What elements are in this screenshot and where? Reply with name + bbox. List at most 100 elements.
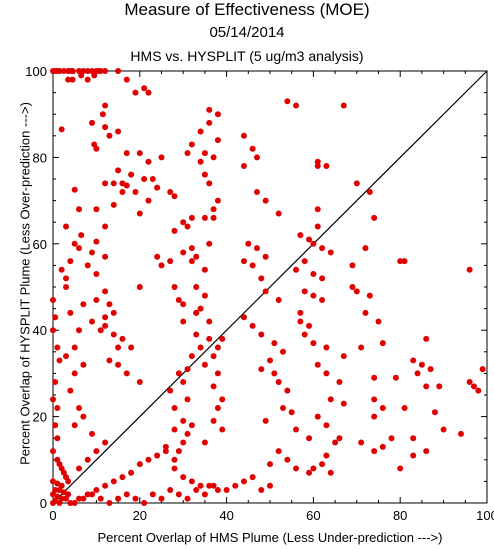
data-point (67, 500, 74, 506)
data-point (297, 232, 304, 239)
y-tick-label: 20 (33, 410, 47, 425)
data-point (193, 284, 200, 290)
data-point (401, 258, 408, 265)
data-point (63, 275, 70, 282)
data-point (314, 163, 321, 170)
data-point (180, 249, 187, 256)
data-point (180, 318, 187, 325)
data-point (171, 465, 178, 472)
data-point (353, 180, 360, 187)
data-point (423, 383, 430, 390)
data-point (145, 456, 152, 463)
data-point (175, 448, 182, 455)
data-point (123, 491, 130, 498)
data-point (63, 284, 70, 290)
data-point (214, 404, 221, 411)
x-tick-label: 100 (476, 508, 494, 523)
data-point (115, 344, 122, 351)
data-point (93, 448, 100, 455)
data-point (102, 102, 109, 109)
data-point (197, 344, 204, 351)
x-tick-label: 80 (393, 508, 407, 523)
data-point (271, 370, 278, 377)
data-point (180, 379, 187, 386)
data-point (280, 404, 287, 411)
data-point (319, 275, 326, 282)
data-point (171, 456, 178, 463)
data-point (366, 188, 373, 195)
data-point (93, 487, 100, 494)
data-point (84, 456, 91, 463)
data-point (84, 76, 91, 83)
data-point (210, 206, 217, 213)
data-point (214, 197, 221, 204)
data-point (188, 245, 195, 252)
data-point (214, 370, 221, 377)
data-point (89, 249, 96, 256)
data-point (466, 266, 473, 273)
data-point (106, 500, 113, 506)
data-point (123, 182, 130, 189)
data-point (240, 478, 247, 485)
data-point (71, 422, 78, 429)
data-point (50, 500, 56, 506)
data-point (214, 111, 221, 118)
data-point (119, 474, 126, 481)
data-point (197, 305, 204, 312)
data-point (110, 331, 117, 338)
data-point (258, 275, 265, 282)
data-point (340, 400, 347, 407)
data-point (119, 335, 126, 342)
data-point (249, 322, 256, 329)
data-point (310, 340, 317, 347)
x-axis-label: Percent Overlap of HMS Plume (Less Under… (97, 530, 443, 545)
data-point (206, 106, 213, 113)
data-point (280, 348, 287, 355)
data-point (219, 396, 226, 403)
data-point (50, 448, 56, 455)
data-point (284, 387, 291, 394)
data-point (262, 197, 269, 204)
data-point (93, 296, 100, 303)
data-point (206, 180, 213, 187)
data-point (80, 413, 87, 420)
data-point (76, 465, 83, 472)
data-point (397, 258, 404, 265)
data-point (323, 344, 330, 351)
data-point (93, 271, 100, 278)
data-point (258, 487, 265, 494)
data-point (154, 452, 161, 459)
data-point (54, 404, 61, 411)
data-point (410, 357, 417, 364)
data-point (97, 327, 104, 334)
data-point (240, 163, 247, 170)
data-point (154, 253, 161, 260)
data-point (271, 340, 278, 347)
data-point (479, 366, 486, 373)
data-point (340, 102, 347, 109)
data-point (475, 387, 482, 394)
data-point (71, 186, 78, 193)
data-point (214, 344, 221, 351)
data-point (267, 461, 273, 468)
data-point (206, 335, 213, 342)
data-point (388, 435, 395, 442)
data-point (275, 379, 282, 386)
data-point (106, 357, 113, 364)
data-point (284, 98, 291, 105)
y-tick-label: 80 (33, 150, 47, 165)
data-point (275, 210, 282, 217)
data-point (284, 456, 291, 463)
data-point (327, 469, 334, 476)
data-point (314, 206, 321, 213)
data-point (323, 370, 330, 377)
y-tick-label: 100 (25, 64, 47, 79)
data-point (69, 68, 76, 74)
data-point (76, 327, 83, 334)
data-point (253, 188, 260, 195)
data-point (54, 435, 61, 442)
data-point (106, 132, 113, 139)
data-point (167, 387, 174, 394)
data-point (327, 249, 334, 256)
data-point (119, 188, 126, 195)
